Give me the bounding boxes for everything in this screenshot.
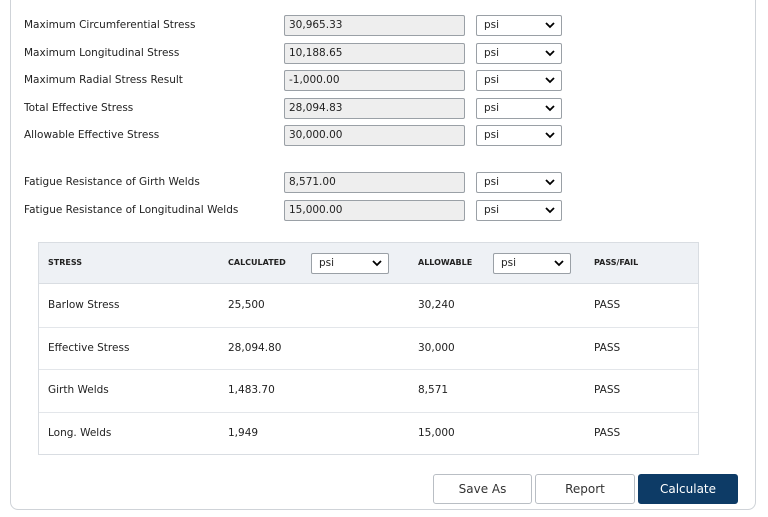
field-input-text: 8,571.00 xyxy=(289,176,336,188)
table-cell-text: PASS xyxy=(594,426,621,439)
field-input-text: 30,965.33 xyxy=(289,19,343,31)
field-label-text: Maximum Longitudinal Stress xyxy=(24,46,180,59)
table-cell: PASS xyxy=(594,295,620,315)
column-header: ALLOWABLE xyxy=(418,242,472,284)
table-cell-text: 8,571 xyxy=(418,384,449,397)
field-input[interactable]: 10,188.65 xyxy=(284,42,465,64)
unit-select[interactable]: psi xyxy=(493,253,571,274)
table-cell: Long. Welds xyxy=(48,423,111,443)
field-label-text: Fatigue Resistance of Longitudinal Welds xyxy=(24,203,239,216)
table-cell-text: 30,000 xyxy=(418,341,455,354)
table-cell: PASS xyxy=(594,380,620,400)
field-label: Allowable Effective Stress xyxy=(24,125,159,145)
unit-select-text: psi xyxy=(319,257,335,269)
table xyxy=(38,242,699,455)
column-header-text: CALCULATED xyxy=(228,258,286,267)
unit-select-text: psi xyxy=(501,257,517,269)
table-cell-text: Effective Stress xyxy=(48,341,130,354)
unit-select[interactable]: psi xyxy=(476,97,562,119)
field-input-text: -1,000.00 xyxy=(289,74,340,86)
table-cell: 28,094.80 xyxy=(228,338,281,358)
column-header-text: STRESS xyxy=(48,258,83,267)
field-label: Fatigue Resistance of Longitudinal Welds xyxy=(24,200,238,220)
row-divider xyxy=(39,369,698,371)
button[interactable]: Save As xyxy=(433,474,532,504)
field-label-text: Maximum Circumferential Stress xyxy=(24,19,196,31)
unit-select[interactable]: psi xyxy=(476,125,562,146)
table-cell-text: Long. Welds xyxy=(48,426,112,439)
button-text: Calculate xyxy=(659,482,717,496)
unit-select[interactable]: psi xyxy=(476,70,562,91)
table-cell: Effective Stress xyxy=(48,338,129,358)
table-cell-text: 28,094.80 xyxy=(228,341,282,354)
field-input-text: 10,188.65 xyxy=(289,46,343,59)
unit-select-text: psi xyxy=(484,101,500,114)
unit-select[interactable]: psi xyxy=(476,199,562,221)
table-cell: Barlow Stress xyxy=(48,295,120,315)
table-cell: 1,949 xyxy=(228,423,258,443)
button[interactable]: Calculate xyxy=(638,474,738,504)
unit-select-text: psi xyxy=(484,74,500,86)
table-cell: PASS xyxy=(594,338,620,358)
unit-select[interactable]: psi xyxy=(476,15,562,36)
table-cell-text: Barlow Stress xyxy=(48,299,120,311)
button-text: Save As xyxy=(458,482,507,496)
table-cell-text: 30,240 xyxy=(418,299,455,311)
field-input[interactable]: 8,571.00 xyxy=(284,172,465,193)
table-cell-text: 15,000 xyxy=(418,426,455,439)
field-input[interactable]: 15,000.00 xyxy=(284,199,465,221)
table-cell-text: PASS xyxy=(594,341,621,354)
unit-select[interactable]: psi xyxy=(476,172,562,193)
column-header: STRESS xyxy=(48,242,82,284)
field-label-text: Maximum Radial Stress Result xyxy=(24,74,183,86)
row-divider xyxy=(39,326,698,328)
card xyxy=(10,0,756,510)
unit-select-text: psi xyxy=(484,19,500,31)
field-input[interactable]: 30,965.33 xyxy=(284,15,465,36)
button-text: Report xyxy=(565,482,605,496)
field-input-text: 28,094.83 xyxy=(289,101,343,114)
field-input-text: 30,000.00 xyxy=(289,129,343,141)
field-label-text: Fatigue Resistance of Girth Welds xyxy=(24,176,200,188)
table-cell: Girth Welds xyxy=(48,380,109,400)
field-label: Maximum Radial Stress Result xyxy=(24,70,183,90)
field-label: Maximum Longitudinal Stress xyxy=(24,43,179,63)
button[interactable]: Report xyxy=(535,474,635,504)
table-cell-text: Girth Welds xyxy=(48,384,109,397)
unit-select-text: psi xyxy=(484,176,500,188)
column-header-text: PASS/FAIL xyxy=(594,258,639,267)
unit-select-text: psi xyxy=(484,46,500,59)
table-cell: 15,000 xyxy=(418,423,455,443)
column-header-text: ALLOWABLE xyxy=(418,258,473,267)
column-header: CALCULATED xyxy=(228,242,286,284)
field-label-text: Total Effective Stress xyxy=(24,101,134,114)
field-input[interactable]: 30,000.00 xyxy=(284,125,465,146)
unit-select[interactable]: psi xyxy=(311,253,389,274)
field-input-text: 15,000.00 xyxy=(289,203,343,216)
field-input[interactable]: 28,094.83 xyxy=(284,97,465,119)
column-header: PASS/FAIL xyxy=(594,242,638,284)
field-input[interactable]: -1,000.00 xyxy=(284,70,465,91)
table-cell: 30,000 xyxy=(418,338,455,358)
unit-select-text: psi xyxy=(484,129,500,141)
field-label: Fatigue Resistance of Girth Welds xyxy=(24,172,200,192)
table-cell: 8,571 xyxy=(418,380,448,400)
table-cell-text: 1,949 xyxy=(228,426,259,439)
row-divider xyxy=(39,411,698,413)
table-cell-text: 25,500 xyxy=(228,299,265,311)
table-cell-text: PASS xyxy=(594,384,621,397)
table-cell: 1,483.70 xyxy=(228,380,275,400)
unit-select[interactable]: psi xyxy=(476,42,562,64)
field-label: Total Effective Stress xyxy=(24,98,133,118)
unit-select-text: psi xyxy=(484,203,500,216)
table-cell-text: PASS xyxy=(594,299,621,311)
table-cell: 25,500 xyxy=(228,295,265,315)
table-cell-text: 1,483.70 xyxy=(228,384,275,397)
field-label-text: Allowable Effective Stress xyxy=(24,129,160,141)
table-cell: 30,240 xyxy=(418,295,455,315)
field-label: Maximum Circumferential Stress xyxy=(24,15,195,35)
table-cell: PASS xyxy=(594,423,620,443)
